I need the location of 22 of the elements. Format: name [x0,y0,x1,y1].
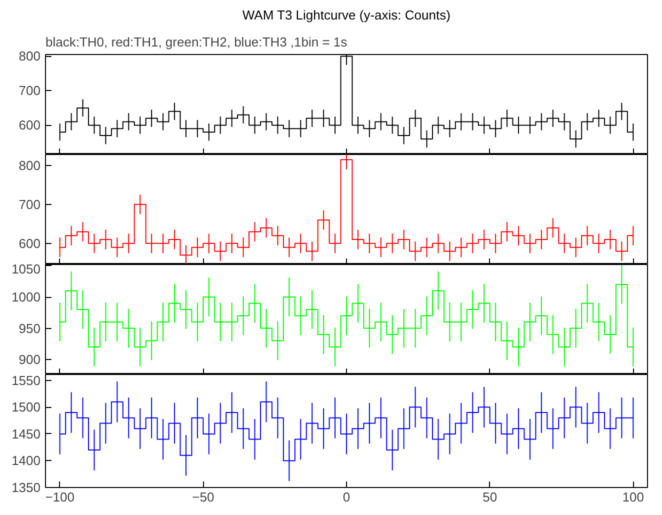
y-tick-label: 1550 [12,372,40,388]
x-tick-label: −50 [192,490,214,504]
y-tick-label: 900 [18,352,41,367]
x-tick-label: 0 [342,490,350,504]
y-tick-label: 950 [18,320,41,336]
y-tick-label: 1400 [12,453,40,468]
y-tick-label: 800 [18,158,41,173]
y-tick-label: 600 [18,118,41,133]
x-tick-label: −100 [45,490,74,504]
y-tick-label: 1500 [12,400,40,415]
y-tick-label: 800 [18,48,41,64]
y-tick-label: 1050 [12,262,40,276]
chart-subtitle: black:TH0, red:TH1, green:TH2, blue:TH3 ,1bin = 1s [46,34,348,50]
x-tick-label: 50 [482,490,498,504]
y-tick-label: 1350 [12,480,40,495]
chart-title: WAM T3 Lightcurve (y-axis: Counts) [242,8,450,22]
y-tick-label: 600 [18,236,41,251]
y-tick-label: 700 [18,196,41,212]
x-tick-label: 100 [622,490,644,504]
y-tick-label: 1000 [12,290,40,304]
y-tick-label: 700 [18,83,41,98]
y-tick-label: 1450 [12,426,40,442]
